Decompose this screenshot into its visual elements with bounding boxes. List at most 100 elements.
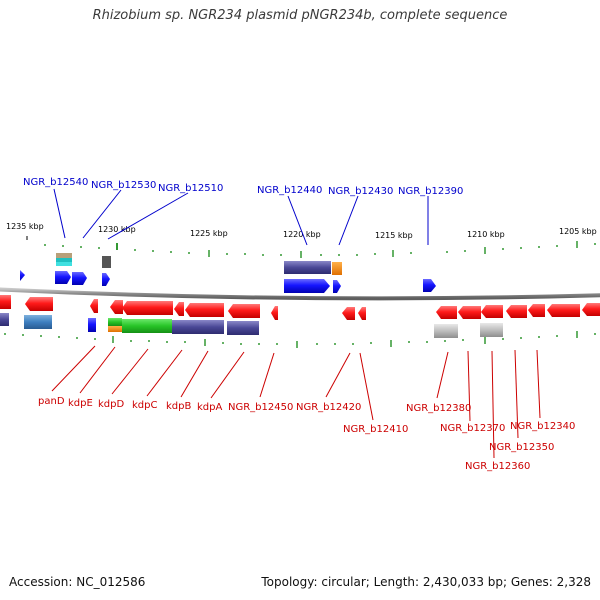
gene-arrow	[271, 306, 278, 320]
gene-arrow	[228, 304, 260, 318]
kbp-label: 1220 kbp	[283, 230, 321, 239]
gene-arrow	[528, 304, 545, 317]
leader-line	[107, 192, 189, 240]
top-label-leaders	[53, 188, 429, 246]
gene-arrow	[90, 299, 98, 313]
minor-ticks-top	[44, 241, 596, 258]
feature-block	[0, 313, 9, 326]
gene-label-NGR_b12350: NGR_b12350	[489, 442, 554, 453]
leader-line	[287, 195, 308, 246]
kbp-label: 1205 kbp	[559, 227, 597, 236]
gene-label-NGR_b12530: NGR_b12530	[91, 180, 156, 191]
gene-label-NGR_b12440: NGR_b12440	[257, 185, 322, 196]
leader-line	[82, 189, 122, 239]
gene-arrow	[0, 295, 11, 309]
accession-text: Accession: NC_012586	[9, 575, 146, 589]
feature-block	[108, 318, 122, 326]
leader-line	[259, 352, 275, 398]
gene-label-NGR_b12510: NGR_b12510	[158, 183, 223, 194]
feature-block	[227, 321, 259, 335]
feature-block	[56, 262, 72, 266]
gene-arrow	[185, 303, 224, 317]
feature-block	[56, 253, 72, 258]
top-labels: NGR_b12540 NGR_b12530 NGR_b12510 NGR_b12…	[23, 177, 463, 197]
forward-strand-features	[56, 253, 342, 275]
feature-block	[172, 320, 224, 334]
kbp-label: 1215 kbp	[375, 231, 413, 240]
leader-line	[338, 195, 359, 246]
leader-line	[436, 351, 449, 399]
minor-ticks-bottom	[4, 331, 596, 348]
kbp-label: 1230 kbp	[98, 225, 136, 234]
gene-arrow	[506, 305, 527, 318]
gene-arrow	[333, 280, 341, 293]
reverse-strand-features	[0, 313, 503, 338]
gene-label-NGR_b12340: NGR_b12340	[510, 421, 575, 432]
gene-label-NGR_b12420: NGR_b12420	[296, 402, 361, 413]
gene-arrow	[284, 279, 330, 293]
gene-label-NGR_b12360: NGR_b12360	[465, 461, 530, 472]
gene-arrow	[547, 304, 580, 317]
gene-label-NGR_b12380: NGR_b12380	[406, 403, 471, 414]
gene-label-kdpD: kdpD	[98, 399, 124, 410]
gene-arrow	[458, 306, 481, 319]
feature-block	[284, 261, 331, 274]
leader-line	[79, 346, 116, 394]
feature-block	[434, 324, 458, 338]
leader-line	[111, 348, 149, 395]
gene-label-NGR_b12430: NGR_b12430	[328, 186, 393, 197]
feature-block	[56, 258, 72, 262]
kbp-label: 1225 kbp	[190, 229, 228, 238]
feature-block	[102, 256, 111, 268]
feature-block	[122, 319, 172, 333]
feature-block	[480, 323, 503, 337]
topology-text: Topology: circular; Length: 2,430,033 bp…	[261, 575, 591, 589]
gene-arrow	[20, 270, 25, 281]
gene-label-kdpB: kdpB	[166, 401, 191, 412]
gene-arrow	[72, 272, 87, 285]
gene-arrow	[102, 273, 110, 286]
feature-block	[332, 262, 342, 275]
gene-arrow	[423, 279, 436, 292]
gene-arrow	[110, 300, 123, 314]
bottom-label-leaders	[51, 345, 541, 459]
gene-label-kdpA: kdpA	[197, 402, 222, 413]
gene-arrow	[55, 271, 71, 284]
bottom-labels: panD kdpE kdpD kdpC kdpB kdpA NGR_b12450…	[38, 396, 575, 472]
gene-arrow	[481, 305, 503, 318]
gene-arrow	[122, 301, 173, 315]
leader-line	[325, 352, 351, 398]
leader-line	[491, 350, 495, 459]
gene-arrow	[25, 297, 53, 311]
gene-label-NGR_b12390: NGR_b12390	[398, 186, 463, 197]
gene-label-NGR_b12540: NGR_b12540	[23, 177, 88, 188]
gene-arrow	[358, 307, 366, 320]
gene-label-kdpE: kdpE	[68, 398, 93, 409]
reverse-strand-genes	[0, 295, 600, 320]
forward-strand-genes	[20, 270, 436, 332]
kbp-scale: 1235 kbp 1230 kbp 1225 kbp 1220 kbp 1215…	[6, 222, 597, 250]
leader-line	[180, 350, 209, 398]
leader-line	[210, 351, 245, 399]
leader-line	[51, 345, 96, 392]
leader-line	[53, 188, 66, 239]
gene-arrow	[582, 303, 600, 316]
kbp-label: 1235 kbp	[6, 222, 44, 231]
leader-line	[514, 349, 519, 439]
gene-label-NGR_b12450: NGR_b12450	[228, 402, 293, 413]
gene-arrow	[174, 302, 184, 316]
leader-line	[467, 350, 471, 422]
map-title: Rhizobium sp. NGR234 plasmid pNGR234b, c…	[92, 8, 508, 23]
feature-block	[108, 326, 122, 332]
gene-label-NGR_b12410: NGR_b12410	[343, 424, 408, 435]
gene-arrow	[342, 307, 355, 320]
gene-label-kdpC: kdpC	[132, 400, 157, 411]
leader-line	[536, 349, 541, 419]
kbp-label: 1210 kbp	[467, 230, 505, 239]
gene-block	[88, 318, 96, 332]
sequence-backbone	[0, 287, 600, 301]
leader-line	[359, 352, 374, 421]
feature-block	[24, 315, 52, 329]
gene-label-panD: panD	[38, 396, 65, 407]
